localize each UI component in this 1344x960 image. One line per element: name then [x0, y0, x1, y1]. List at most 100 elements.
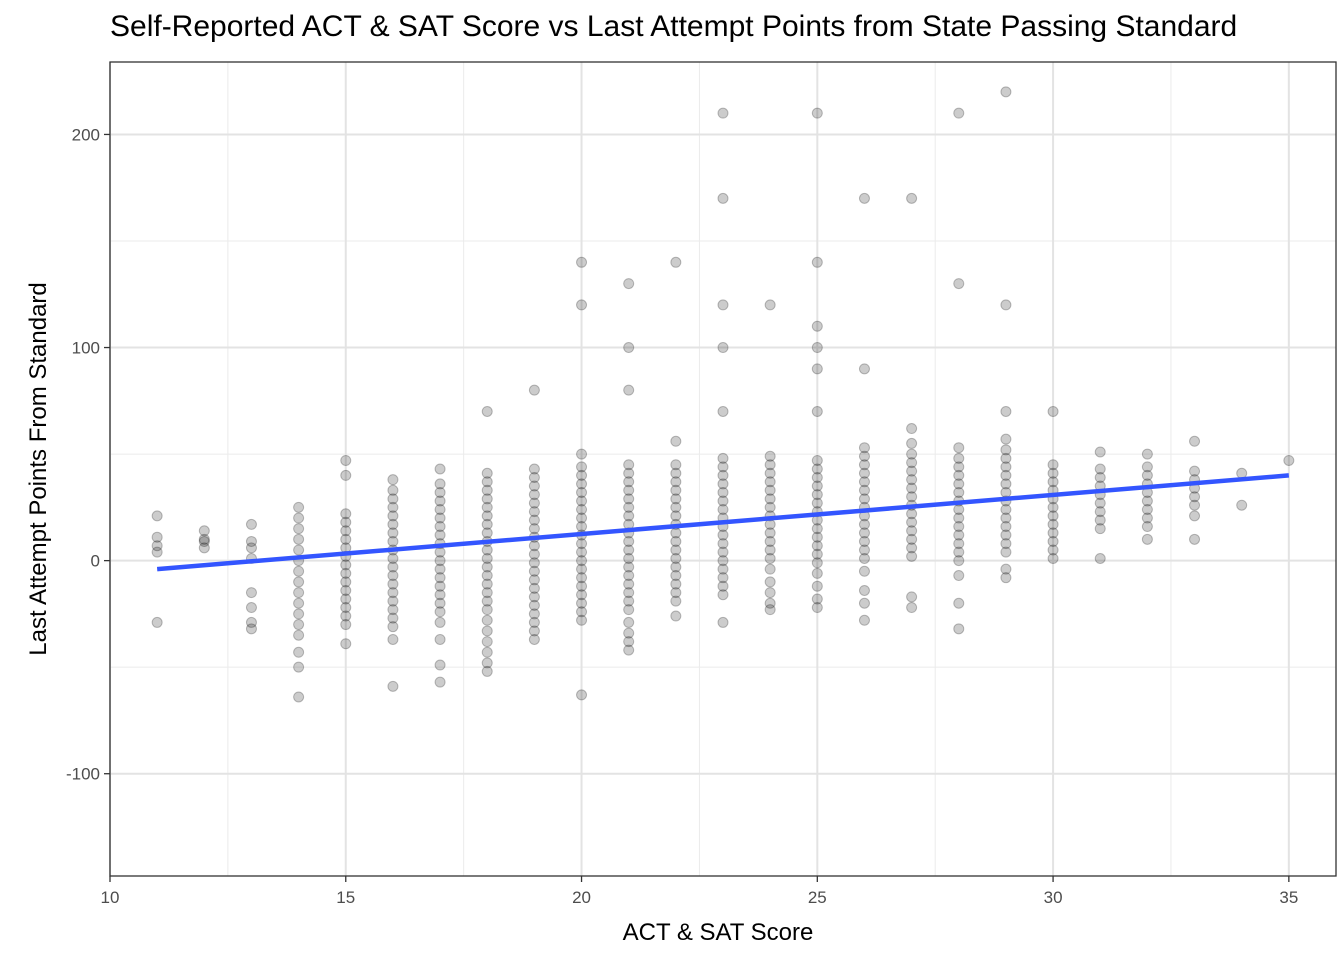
data-point: [1000, 538, 1012, 550]
data-point: [764, 587, 776, 599]
data-point: [1094, 523, 1106, 535]
data-point: [670, 535, 682, 547]
data-point: [576, 689, 588, 701]
data-point: [528, 480, 540, 492]
data-point: [811, 320, 823, 332]
data-point: [293, 544, 305, 556]
data-point: [953, 461, 965, 473]
data-point: [858, 192, 870, 204]
data-point: [528, 506, 540, 518]
data-point: [953, 278, 965, 290]
data-point: [1141, 503, 1153, 515]
data-point: [434, 606, 446, 618]
data-point: [1047, 476, 1059, 488]
data-point: [811, 405, 823, 417]
data-point: [858, 450, 870, 462]
data-point: [434, 463, 446, 475]
data-point: [245, 616, 257, 628]
data-point: [670, 256, 682, 268]
data-point: [387, 621, 399, 633]
data-point: [953, 623, 965, 635]
data-point: [528, 548, 540, 560]
data-point: [576, 606, 588, 618]
data-point: [1236, 499, 1248, 511]
data-point: [340, 533, 352, 545]
data-point: [906, 465, 918, 477]
data-point: [906, 457, 918, 469]
data-point: [1094, 463, 1106, 475]
data-point: [623, 587, 635, 599]
data-point: [717, 572, 729, 584]
data-point: [481, 646, 493, 658]
data-point: [481, 625, 493, 637]
data-point: [1189, 435, 1201, 447]
data-point: [387, 633, 399, 645]
data-point: [670, 467, 682, 479]
data-point: [528, 608, 540, 620]
data-point: [387, 527, 399, 539]
data-point: [245, 602, 257, 614]
data-point: [953, 452, 965, 464]
data-point: [670, 435, 682, 447]
x-tick-label: 25: [808, 888, 827, 907]
data-point: [434, 495, 446, 507]
data-point: [1189, 491, 1201, 503]
data-point: [1000, 444, 1012, 456]
y-tick-label: 100: [72, 339, 100, 358]
data-point: [858, 476, 870, 488]
data-point: [1094, 446, 1106, 458]
data-point: [906, 474, 918, 486]
data-point: [953, 570, 965, 582]
data-point: [717, 589, 729, 601]
data-point: [1189, 465, 1201, 477]
trend-line: [156, 473, 1290, 572]
data-point: [434, 503, 446, 515]
data-point: [717, 469, 729, 481]
data-point: [340, 516, 352, 528]
data-point: [340, 525, 352, 537]
data-point: [1000, 572, 1012, 584]
data-point: [1000, 546, 1012, 558]
data-point: [387, 510, 399, 522]
data-point: [670, 587, 682, 599]
data-point: [906, 516, 918, 528]
data-point: [623, 570, 635, 582]
plot-panel: [110, 62, 1336, 876]
data-point: [953, 486, 965, 498]
data-point: [623, 627, 635, 639]
data-point: [576, 512, 588, 524]
data-point: [576, 563, 588, 575]
data-point: [387, 680, 399, 692]
data-point: [434, 512, 446, 524]
data-point: [576, 299, 588, 311]
data-point: [623, 535, 635, 547]
data-point: [1000, 563, 1012, 575]
data-point: [717, 538, 729, 550]
data-point: [198, 535, 210, 547]
data-point: [670, 510, 682, 522]
data-point: [1047, 510, 1059, 522]
data-point: [623, 501, 635, 513]
data-point: [1189, 510, 1201, 522]
data-point: [434, 633, 446, 645]
data-point: [1141, 461, 1153, 473]
x-axis-ticks: 10 15 20 25 30 35: [101, 876, 1298, 907]
data-point: [387, 552, 399, 564]
data-point: [576, 495, 588, 507]
data-point: [858, 584, 870, 596]
data-point: [245, 623, 257, 635]
data-point: [764, 604, 776, 616]
data-point: [811, 602, 823, 614]
data-point: [1047, 535, 1059, 547]
data-point: [811, 531, 823, 543]
data-point: [434, 572, 446, 584]
data-point: [481, 636, 493, 648]
data-point: [717, 555, 729, 567]
data-point: [717, 495, 729, 507]
data-point: [858, 614, 870, 626]
data-point: [576, 589, 588, 601]
data-point: [576, 555, 588, 567]
data-point: [811, 342, 823, 354]
data-point: [1000, 452, 1012, 464]
data-point: [340, 567, 352, 579]
